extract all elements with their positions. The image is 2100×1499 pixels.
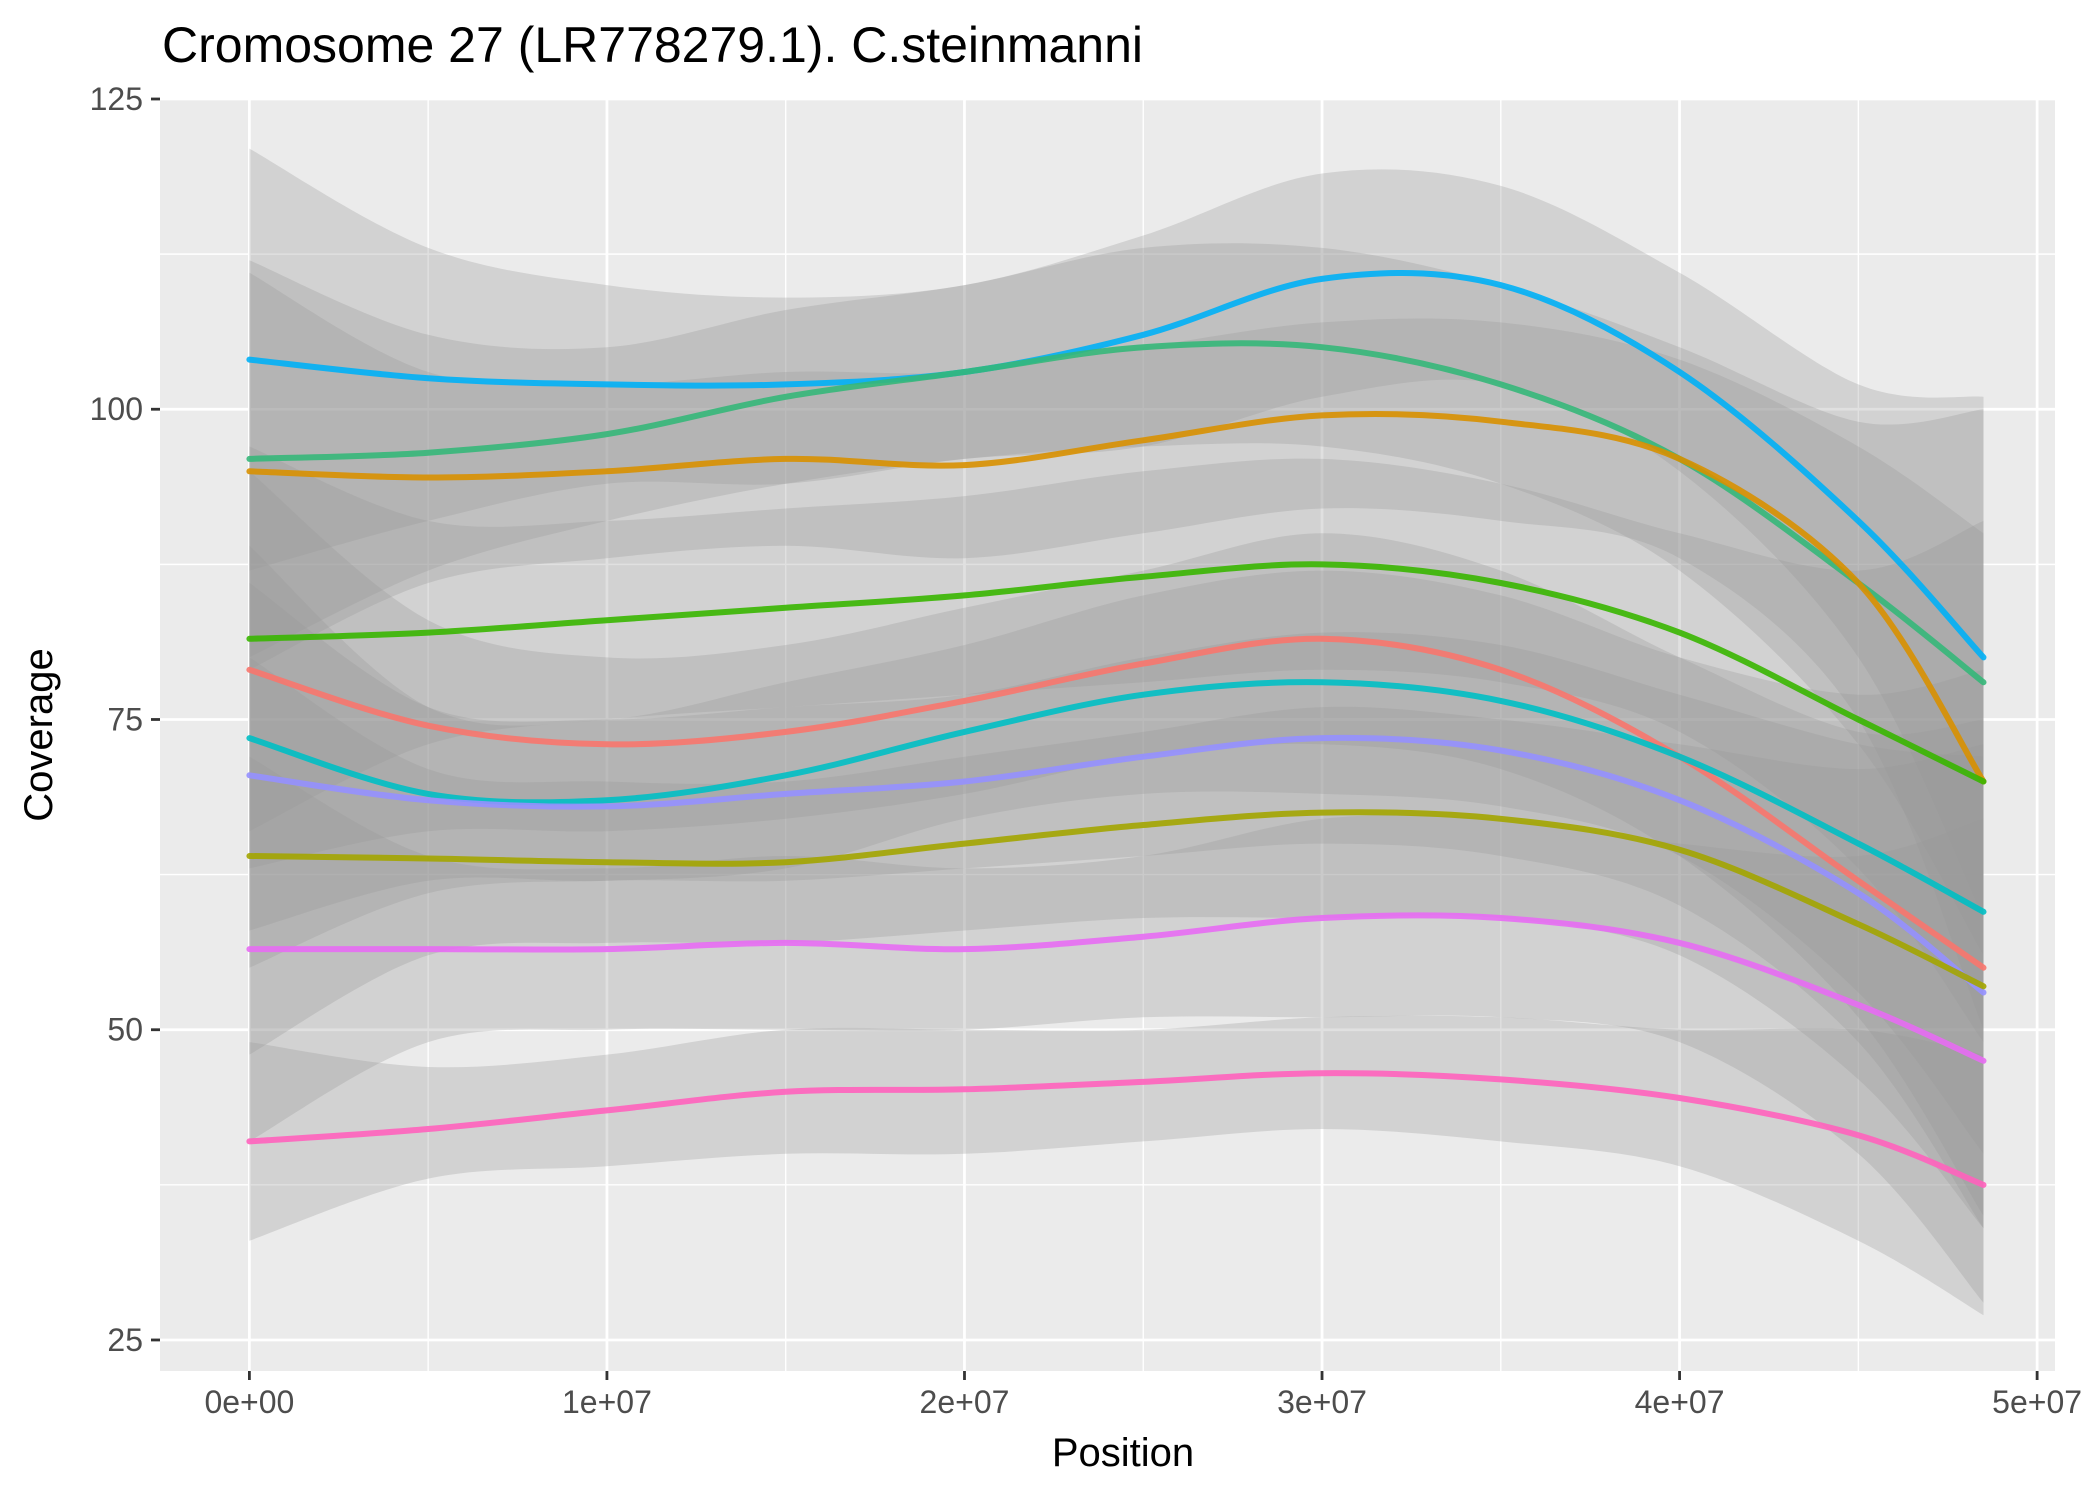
- confidence-bands: [249, 148, 1984, 1316]
- y-axis-title: Coverage: [17, 648, 61, 821]
- x-tick-label: 0e+00: [204, 1384, 294, 1420]
- series-line: [246, 912, 1987, 1064]
- x-tick-label: 4e+07: [1635, 1384, 1725, 1420]
- series-line: [246, 679, 1987, 915]
- smoothed-lines: [246, 270, 1987, 1188]
- series-line: [246, 809, 1987, 990]
- x-tick-label: 5e+07: [1992, 1384, 2082, 1420]
- confidence-band: [249, 1015, 1984, 1316]
- confidence-band: [249, 756, 1984, 1303]
- series-line: [246, 561, 1987, 785]
- minor-gridlines: [160, 99, 2055, 1371]
- x-axis-title: Position: [1052, 1431, 1194, 1475]
- y-tick-label: 75: [107, 701, 143, 737]
- series-line: [246, 734, 1987, 996]
- confidence-band: [249, 471, 1984, 1216]
- confidence-band: [249, 272, 1984, 1030]
- series-line: [246, 270, 1987, 661]
- x-axis: 0e+00 1e+07 2e+07 3e+07 4e+07 5e+07: [204, 1371, 2082, 1420]
- series-line: [246, 411, 1987, 785]
- y-tick-label: 100: [90, 391, 143, 427]
- y-tick-label: 50: [107, 1012, 143, 1048]
- major-gridlines: [160, 97, 2055, 1371]
- y-axis: 25 50 75 100 125: [90, 81, 160, 1358]
- confidence-band: [249, 148, 1984, 919]
- series-line: [246, 1070, 1987, 1188]
- series-line: [246, 340, 1987, 686]
- y-tick-label: 125: [90, 81, 143, 117]
- series-line: [246, 635, 1987, 971]
- x-tick-label: 1e+07: [562, 1384, 652, 1420]
- x-tick-label: 3e+07: [1277, 1384, 1367, 1420]
- x-tick-label: 2e+07: [920, 1384, 1010, 1420]
- confidence-band: [249, 545, 1984, 1154]
- chart-title: Cromosome 27 (LR778279.1). C.steinmanni: [162, 17, 1143, 73]
- y-tick-label: 25: [107, 1322, 143, 1358]
